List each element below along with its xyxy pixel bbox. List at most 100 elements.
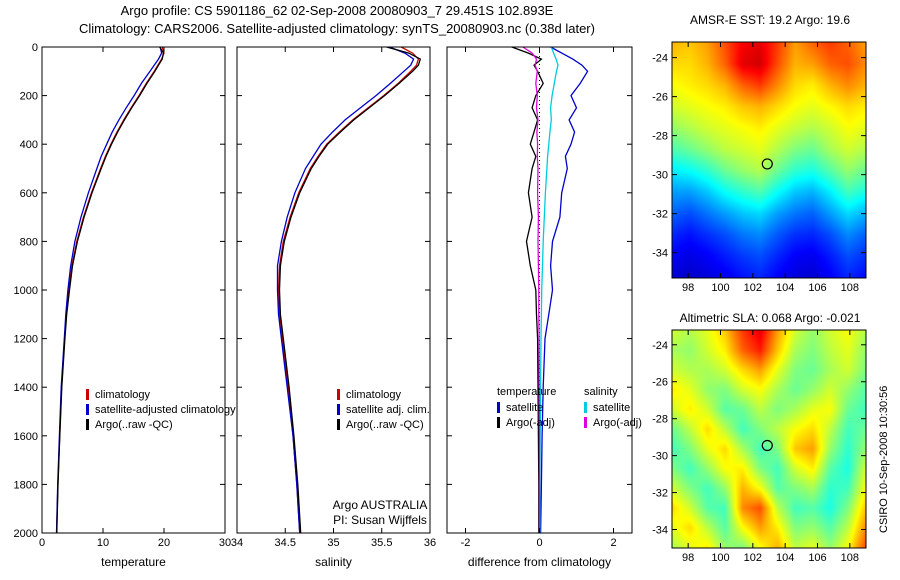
legend-label: satellite bbox=[593, 401, 631, 414]
legend-marker bbox=[584, 402, 587, 413]
sst-map-title: AMSR-E SST: 19.2 Argo: 19.6 bbox=[689, 13, 851, 27]
sst-x-tick-label: 106 bbox=[808, 282, 826, 294]
sla-x-tick-label: 102 bbox=[744, 552, 762, 564]
temperature-y-tick-label: 1800 bbox=[14, 479, 38, 491]
legend-label: satellite-adjusted climatology bbox=[95, 403, 236, 416]
sst-y-tick-label: -28 bbox=[652, 131, 668, 143]
legend-label: Argo(..raw -QC) bbox=[95, 418, 173, 431]
annotation-argo-australia: Argo AUSTRALIA bbox=[332, 498, 428, 512]
salinity-series-argo-raw-qc- bbox=[278, 46, 422, 534]
temperature-series-satellite-adjusted-climatology bbox=[55, 46, 163, 534]
legend-marker bbox=[497, 402, 500, 413]
salinity-legend: climatology satellite adj. clim. Argo(..ra… bbox=[337, 387, 430, 432]
legend-marker bbox=[337, 419, 340, 430]
legend-marker bbox=[497, 417, 500, 428]
legend-item: Argo(-adj) bbox=[584, 415, 642, 430]
sst-x-tick-label: 100 bbox=[711, 282, 729, 294]
temperature-axis-label: temperature bbox=[101, 555, 166, 569]
sla-map bbox=[672, 330, 866, 548]
temperature-y-tick-label: 400 bbox=[20, 139, 38, 151]
difference-series-temperature-argo-adj- bbox=[511, 46, 544, 533]
sla-y-tick-label: -34 bbox=[652, 525, 668, 537]
legend-group-title-salinity: salinity bbox=[584, 386, 618, 398]
sst-y-tick-label: -34 bbox=[652, 248, 668, 260]
legend-item: satellite adj. clim. bbox=[337, 402, 430, 417]
temperature-legend: climatology satellite-adjusted climatolog… bbox=[86, 387, 236, 432]
annotation-pi: PI: Susan Wijffels bbox=[333, 513, 427, 527]
difference-plot-box bbox=[446, 46, 633, 534]
sla-x-tick-label: 108 bbox=[841, 552, 859, 564]
legend-marker bbox=[86, 404, 89, 415]
legend-group-title-temperature: temperature bbox=[497, 386, 557, 398]
temperature-series-climatology bbox=[55, 46, 165, 534]
salinity-series-satellite-adj-clim- bbox=[276, 46, 415, 534]
sla-y-tick-label: -26 bbox=[652, 377, 668, 389]
legend-item: climatology bbox=[86, 387, 236, 402]
salinity-x-tick-label: 36 bbox=[424, 537, 436, 549]
legend-item: climatology bbox=[337, 387, 430, 402]
temperature-x-tick-label: 0 bbox=[39, 537, 45, 549]
temperature-y-tick-label: 600 bbox=[20, 188, 38, 200]
sla-y-tick-label: -30 bbox=[652, 451, 668, 463]
difference-x-tick-label: 2 bbox=[610, 537, 616, 549]
temperature-series-argo-raw-qc- bbox=[56, 46, 165, 534]
temperature-y-tick-label: 0 bbox=[32, 42, 38, 54]
sst-x-tick-label: 98 bbox=[682, 282, 694, 294]
sla-x-tick-label: 100 bbox=[711, 552, 729, 564]
sla-x-tick-label: 98 bbox=[682, 552, 694, 564]
sst-x-tick-label: 104 bbox=[776, 282, 794, 294]
salinity-x-tick-label: 34.5 bbox=[275, 537, 296, 549]
legend-label: climatology bbox=[95, 388, 151, 401]
legend-label: climatology bbox=[346, 388, 402, 401]
sst-y-tick-label: -30 bbox=[652, 170, 668, 182]
temperature-y-tick-label: 1200 bbox=[14, 334, 38, 346]
salinity-x-tick-label: 35 bbox=[327, 537, 339, 549]
sst-x-tick-label: 102 bbox=[744, 282, 762, 294]
legend-label: satellite adj. clim. bbox=[346, 403, 430, 416]
temperature-x-tick-label: 20 bbox=[158, 537, 170, 549]
legend-item: Argo(-adj) bbox=[497, 415, 556, 430]
watermark-timestamp: CSIRO 10-Sep-2008 10:30:56 bbox=[878, 385, 890, 533]
difference-series-temperature-satellite bbox=[539, 46, 589, 534]
salinity-x-tick-label: 35.5 bbox=[371, 537, 392, 549]
sst-y-tick-label: -26 bbox=[652, 92, 668, 104]
legend-label: Argo(..raw -QC) bbox=[346, 418, 424, 431]
legend-label: Argo(-adj) bbox=[593, 416, 642, 429]
difference-legend-salinity: salinity satellite Argo(-adj) bbox=[584, 385, 642, 430]
legend-label: Argo(-adj) bbox=[506, 416, 555, 429]
temperature-y-tick-label: 2000 bbox=[14, 528, 38, 540]
legend-marker bbox=[86, 419, 89, 430]
legend-item: satellite-adjusted climatology bbox=[86, 402, 236, 417]
temperature-y-tick-label: 1600 bbox=[14, 431, 38, 443]
salinity-plot-box bbox=[236, 46, 431, 534]
difference-legend-temperature: temperature satellite Argo(-adj) bbox=[497, 385, 556, 430]
legend-item: satellite bbox=[497, 400, 556, 415]
temperature-y-tick-label: 1400 bbox=[14, 382, 38, 394]
sst-x-tick-label: 108 bbox=[841, 282, 859, 294]
temperature-y-tick-label: 200 bbox=[20, 91, 38, 103]
legend-label: satellite bbox=[506, 401, 544, 414]
sla-x-tick-label: 104 bbox=[776, 552, 794, 564]
sst-y-tick-label: -32 bbox=[652, 209, 668, 221]
salinity-x-tick-label: 34 bbox=[231, 537, 243, 549]
sla-x-tick-label: 106 bbox=[808, 552, 826, 564]
temperature-y-tick-label: 1000 bbox=[14, 285, 38, 297]
legend-item: satellite bbox=[584, 400, 642, 415]
difference-x-tick-label: 0 bbox=[536, 537, 542, 549]
salinity-axis-label: salinity bbox=[315, 555, 352, 569]
salinity-series-climatology bbox=[277, 46, 420, 534]
legend-item: Argo(..raw -QC) bbox=[86, 417, 236, 432]
temperature-y-tick-label: 800 bbox=[20, 236, 38, 248]
difference-series-salinity-satellite bbox=[539, 46, 559, 533]
temperature-plot-box bbox=[41, 46, 226, 534]
legend-item: Argo(..raw -QC) bbox=[337, 417, 430, 432]
sla-y-tick-label: -32 bbox=[652, 488, 668, 500]
figure-title-line1: Argo profile: CS 5901186_62 02-Sep-2008 … bbox=[120, 3, 554, 18]
temperature-x-tick-label: 30 bbox=[219, 537, 231, 549]
sla-y-tick-label: -28 bbox=[652, 414, 668, 426]
legend-marker bbox=[337, 389, 340, 400]
legend-marker bbox=[337, 404, 340, 415]
sst-y-tick-label: -24 bbox=[652, 53, 668, 65]
figure-title-line2: Climatology: CARS2006. Satellite-adjuste… bbox=[79, 21, 595, 36]
